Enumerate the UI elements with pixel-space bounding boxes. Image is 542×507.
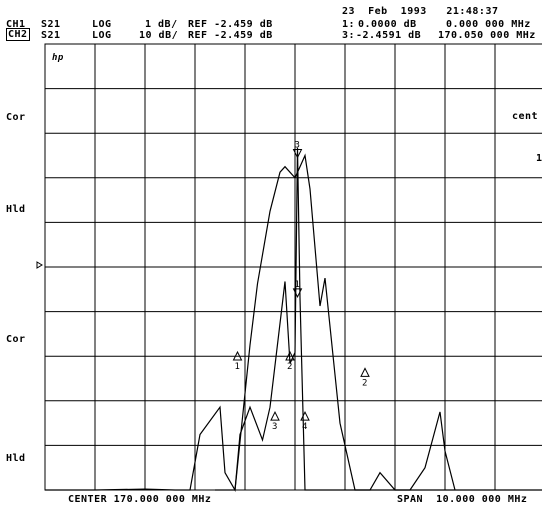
marker-1-triangle [232,350,243,361]
channel-2-marker-value: -2.4591 dB [356,30,422,41]
channel-1-marker-label: 1: [342,19,356,30]
markers: 1 2 3 4 1 3 2 [232,141,370,432]
channel-2-marker-freq: 170.050 000 MHz [438,30,536,41]
graticule [44,43,542,491]
channel-2-format: LOG [92,30,112,41]
channel-2-scale: 10 dB/ [139,30,179,41]
marker-4-triangle [300,410,310,421]
marker-2-label: 2 [362,378,367,388]
channel-1-format: LOG [92,19,112,30]
trace-1 [215,153,456,491]
right-label-cent: cent [512,111,539,122]
channel-1-marker-freq: 0.000 000 MHz [446,19,531,30]
span-frequency: SPAN 10.000 000 MHz [397,494,528,505]
channel-1-marker-value: 0.0000 dB [358,19,417,30]
marker-4-label: 4 [302,422,307,432]
marker-2-triangle [285,350,295,361]
left-label-hld-2: Hld [6,453,26,464]
marker-1-triangle [292,288,303,298]
channel-1-ref: REF -2.459 dB [188,19,273,30]
center-frequency: CENTER 170.000 000 MHz [68,494,212,505]
channel-2-param: S21 [41,30,61,41]
left-label-hld-1: Hld [6,204,26,215]
channel-1-scale: 1 dB/ [145,19,178,30]
channel-2-id[interactable]: CH2 [6,28,30,41]
channel-2-marker-label: 3: [342,30,356,41]
marker-3-triangle [270,410,280,421]
traces [45,147,542,492]
marker-2-triangle [360,367,370,377]
channel-1-param: S21 [41,19,61,30]
left-label-cor-2: Cor [6,334,26,345]
marker-1-label: 1 [295,280,300,290]
channel-1-id[interactable]: CH1 [6,19,26,30]
marker-1-label: 1 [235,362,240,372]
hp-logo: hp [52,53,64,63]
marker-2-label: 2 [287,362,292,372]
trace-2 [45,147,542,492]
marker-3-label: 3 [272,422,277,432]
date-time: 23 Feb 1993 21:48:37 [342,6,499,17]
channel-2-ref: REF -2.459 dB [188,30,273,41]
right-label-1: 1 [536,153,542,164]
reference-position-marker [36,261,43,269]
marker-3-triangle [292,149,303,159]
marker-3-label: 3 [295,141,300,151]
channel-2-id-box[interactable]: CH2 [6,28,30,41]
left-label-cor-1: Cor [6,112,26,123]
